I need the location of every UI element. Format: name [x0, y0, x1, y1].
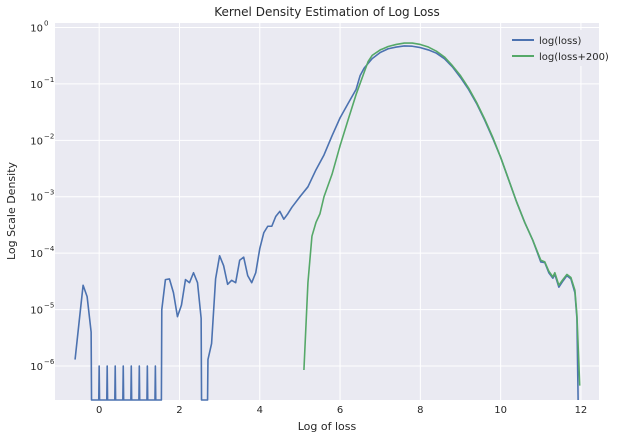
x-tick-label: 12 — [575, 405, 588, 416]
legend-label-log-loss: log(loss) — [539, 36, 581, 47]
y-tick-exponent: −2 — [44, 132, 54, 140]
y-tick-label: 10 — [30, 136, 43, 147]
y-tick-label: 10 — [30, 362, 43, 373]
x-tick-label: 4 — [257, 405, 263, 416]
plot-area — [55, 23, 599, 400]
y-tick-label: 10 — [30, 306, 43, 317]
x-tick-label: 0 — [96, 405, 102, 416]
y-axis-label: Log Scale Density — [5, 161, 18, 260]
legend-label-log-loss-200: log(loss+200) — [539, 52, 609, 63]
grid — [55, 23, 599, 400]
x-axis-label: Log of loss — [298, 420, 357, 433]
y-tick-label: 10 — [30, 193, 43, 204]
y-tick-exponent: −1 — [44, 76, 54, 84]
x-tick-label: 2 — [176, 405, 182, 416]
x-tick-label: 6 — [337, 405, 343, 416]
y-tick-label: 10 — [30, 249, 43, 260]
legend-box — [505, 30, 599, 66]
legend: log(loss) log(loss+200) — [505, 30, 609, 66]
series-layer — [74, 42, 581, 401]
y-tick-exponent: 0 — [44, 19, 48, 27]
y-tick-exponent: −6 — [44, 358, 55, 366]
chart-title: Kernel Density Estimation of Log Loss — [214, 5, 440, 19]
y-tick-exponent: −5 — [44, 302, 54, 310]
y-tick-exponent: −4 — [44, 245, 55, 253]
y-tick-label: 10 — [30, 23, 43, 34]
x-axis-ticks: 0 2 4 6 8 10 12 — [96, 405, 587, 416]
x-tick-label: 8 — [417, 405, 423, 416]
y-tick-exponent: −3 — [44, 189, 54, 197]
series-line-1 — [303, 42, 581, 386]
y-tick-label: 10 — [30, 80, 43, 91]
x-tick-label: 10 — [494, 405, 507, 416]
